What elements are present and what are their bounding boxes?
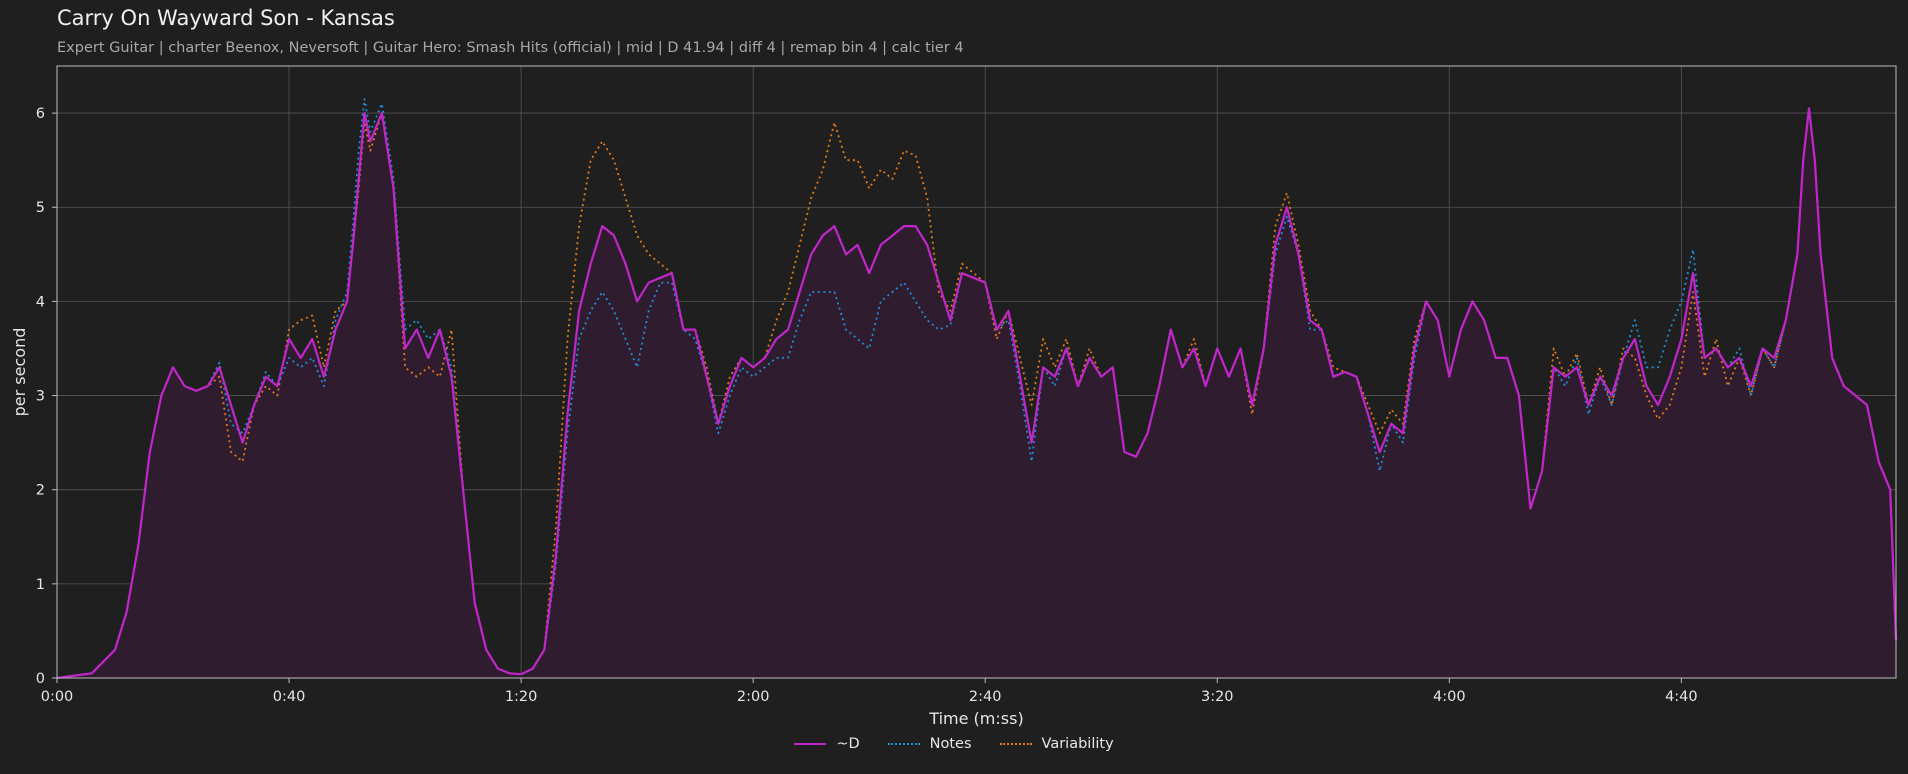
y-tick-label: 6 [36, 106, 45, 122]
legend-item-variability: Variability [999, 736, 1114, 752]
y-tick-label: 2 [36, 483, 45, 499]
x-tick-label: 2:00 [737, 689, 770, 705]
plot-frame [56, 65, 1897, 679]
x-tick-label: 2:40 [969, 689, 1002, 705]
legend-label-d: ~D [836, 736, 860, 752]
y-tick-label: 3 [36, 389, 45, 405]
legend-swatch-d [794, 743, 827, 745]
y-tick-label: 4 [36, 294, 45, 310]
x-tick-label: 3:20 [1201, 689, 1234, 705]
y-tick-label: 1 [36, 577, 45, 593]
legend-label-variability: Variability [1041, 736, 1114, 752]
x-tick-label: 4:40 [1665, 689, 1698, 705]
x-tick-label: 4:00 [1433, 689, 1466, 705]
legend-label-notes: Notes [929, 736, 972, 752]
x-tick-label: 0:00 [41, 689, 74, 705]
y-tick-label: 5 [36, 200, 45, 216]
chart-subtitle: Expert Guitar | charter Beenox, Neversof… [57, 40, 964, 56]
legend-item-notes: Notes [887, 736, 972, 752]
legend: ~D Notes Variability [0, 736, 1908, 752]
legend-swatch-notes [887, 743, 920, 745]
series-line-d [56, 107, 1898, 680]
d-area-fill [57, 108, 1896, 678]
x-tick-label: 1:20 [505, 689, 538, 705]
y-axis-label: per second [10, 328, 29, 417]
x-axis-label: Time (m:ss) [928, 709, 1023, 728]
legend-swatch-variability [999, 743, 1032, 745]
chart-title: Carry On Wayward Son - Kansas [57, 6, 395, 30]
y-tick-label: 0 [36, 671, 45, 687]
legend-item-d: ~D [794, 736, 860, 752]
series-line-notes [56, 98, 1897, 679]
x-tick-label: 0:40 [273, 689, 306, 705]
